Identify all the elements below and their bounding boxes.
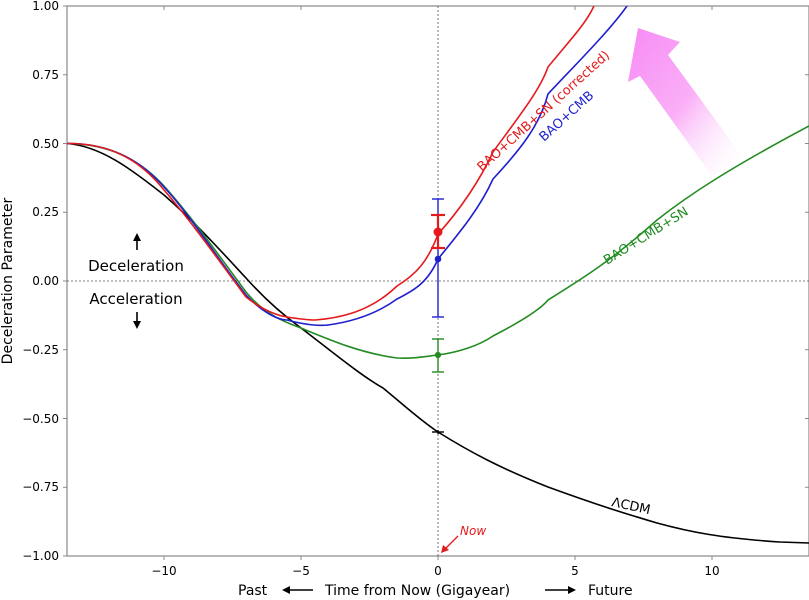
x-tick-label: 0 — [434, 564, 442, 578]
y-tick-label: 0.50 — [32, 137, 59, 151]
x-axis: −10 −5 0 5 10 — [151, 6, 720, 578]
down-arrow-icon — [133, 312, 141, 329]
x-axis-label: Past Time from Now (Gigayear) Future — [238, 583, 633, 599]
y-tick-label: −0.75 — [22, 480, 59, 494]
errorbar-red — [431, 213, 445, 250]
x-label-future: Future — [588, 583, 633, 599]
y-axis-label: Deceleration Parameter — [0, 197, 16, 364]
x-tick-label: 10 — [704, 564, 719, 578]
y-tick-label: 1.00 — [32, 0, 59, 13]
deceleration-label: Deceleration — [88, 257, 184, 275]
y-tick-label: 0.00 — [32, 274, 59, 288]
x-tick-label: −10 — [151, 564, 176, 578]
x-label-past: Past — [238, 583, 268, 599]
now-label: Now — [460, 524, 486, 538]
y-tick-label: −0.25 — [22, 343, 59, 357]
left-arrow-icon — [282, 586, 313, 594]
x-label-center: Time from Now (Gigayear) — [324, 583, 510, 599]
series-bao-cmb — [67, 6, 628, 327]
y-axis: 1.00 0.75 0.50 0.25 0.00 −0.25 −0.50 −0.… — [22, 0, 67, 563]
x-tick-label: −5 — [292, 564, 310, 578]
up-arrow-icon — [133, 233, 141, 250]
trend-arrow-icon — [628, 28, 742, 176]
errorbar-green — [432, 338, 444, 373]
x-tick-label: 5 — [571, 564, 579, 578]
series-bao-cmb-sn-corrected — [67, 6, 595, 321]
now-arrow-icon — [441, 535, 459, 553]
y-tick-label: 0.75 — [32, 68, 59, 82]
right-ticks — [805, 74, 809, 488]
series-bao-cmb-sn — [67, 125, 809, 359]
right-arrow-icon — [545, 586, 576, 594]
y-tick-label: 0.25 — [32, 205, 59, 219]
errorbar-black — [432, 430, 444, 434]
y-tick-label: −1.00 — [22, 549, 59, 563]
acceleration-label: Acceleration — [89, 290, 182, 308]
y-tick-label: −0.50 — [22, 412, 59, 426]
